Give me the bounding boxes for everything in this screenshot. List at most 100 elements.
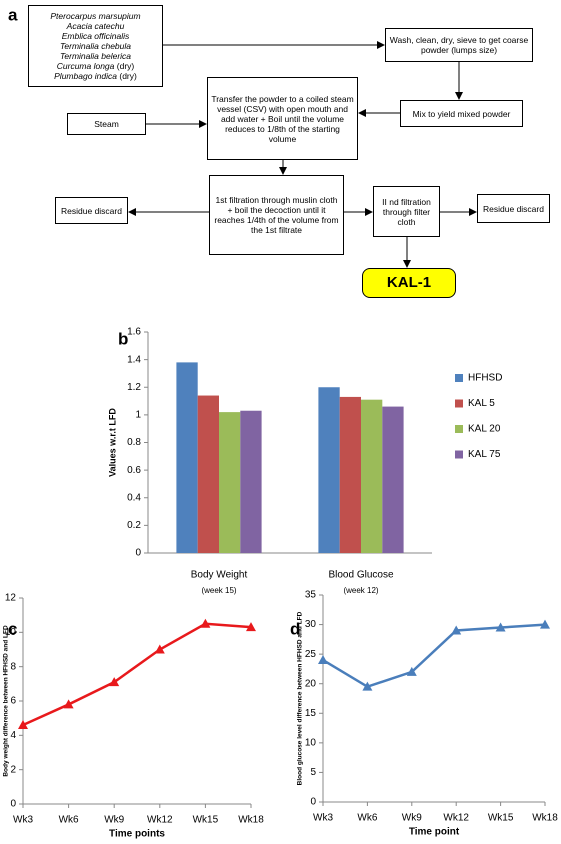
panel-label: a [8,5,18,24]
bar [176,362,198,553]
x-tick-label: Wk18 [238,815,264,826]
legend-swatch [455,374,463,382]
bar [240,410,262,553]
box-text: Mix to yield mixed powder [412,108,511,119]
process-box: Steam [67,113,146,135]
bar [361,399,383,553]
box-text: KAL-1 [386,274,432,291]
point-marker [495,622,506,632]
legend-label: KAL 75 [468,449,501,460]
y-tick-label: 0.2 [127,520,141,531]
panel-label: b [118,329,128,348]
panel-label: d [290,619,300,638]
x-tick-note: (week 15) [201,586,236,595]
x-axis-label: Time point [409,827,460,838]
bar [382,406,404,553]
bar [339,396,361,553]
process-box: Mix to yield mixed powder [400,100,523,127]
y-axis-label: Blood glucose level difference between H… [297,611,304,785]
process-box: 1st filtration through muslin cloth + bo… [209,175,344,255]
species-name: Emblica officinalis [61,31,130,41]
box-text: Wash, clean, dry, sieve to get coarse po… [389,35,529,55]
species-name: Acacia catechu [66,21,125,31]
process-box: Residue discard [55,197,128,224]
y-tick-label: 2 [10,764,16,775]
x-tick-label: Wk12 [443,813,469,824]
process-box: II nd filtration through filter cloth [373,186,440,237]
point-marker [318,655,328,665]
y-tick-label: 0.4 [127,492,141,503]
legend-swatch [455,425,463,433]
x-tick-label: Blood Glucose [328,570,393,581]
data-line [322,623,546,689]
x-tick-note: (week 12) [343,586,378,595]
y-tick-label: 10 [305,737,317,748]
point-marker [200,618,211,628]
species-name: Terminalia chebula [59,41,132,51]
y-tick-label: 0.8 [127,437,141,448]
species-line: Terminalia belerica [60,51,131,61]
x-tick-label: Wk6 [59,815,79,826]
box-text: Steam [94,119,119,129]
y-tick-label: 1.6 [127,327,141,338]
x-tick-label: Body Weight [191,570,248,581]
x-tick-label: Wk9 [402,813,422,824]
point-marker [246,622,256,632]
point-marker [18,720,28,730]
x-tick-label: Wk6 [357,813,377,824]
y-tick-label: 8 [10,661,16,672]
y-tick-label: 25 [305,649,317,660]
point-marker [362,681,373,691]
bar [318,387,340,553]
species-name: Curcuma longa [56,61,115,71]
species-name: Pterocarpus marsupium [50,11,141,21]
y-tick-label: 0 [310,797,316,808]
species-note: (dry) [116,61,135,71]
y-axis-label: Values w.r.t LFD [107,408,117,477]
y-tick-label: 0 [10,799,16,810]
process-box: Residue discard [477,194,550,223]
legend-label: HFHSD [468,373,502,384]
species-note: (dry) [119,71,137,81]
y-tick-label: 5 [310,767,316,778]
y-tick-label: 4 [10,730,16,741]
legend-swatch [455,450,463,459]
point-marker [540,619,550,629]
species-line: Pterocarpus marsupium [50,11,140,21]
box-text: 1st filtration through muslin cloth + bo… [214,195,339,235]
bar [219,412,241,553]
box-text: Residue discard [61,205,122,216]
flow-arrows [128,41,477,268]
y-tick-label: 1.4 [127,354,141,365]
y-tick-label: 10 [5,627,17,638]
species-name: Plumbago indica [54,71,117,81]
y-tick-label: 35 [305,590,317,601]
species-line: Emblica officinalis [62,31,130,41]
y-tick-label: 6 [10,696,16,707]
x-tick-label: Wk3 [13,815,33,826]
species-line: Terminalia chebula [60,41,131,51]
species-line: Curcuma longa (dry) [57,61,135,71]
x-tick-label: Wk12 [147,815,173,826]
x-tick-label: Wk9 [104,815,124,826]
species-line: Acacia catechu [67,21,125,31]
species-name: Terminalia belerica [59,51,132,61]
y-tick-label: 15 [305,708,317,719]
y-tick-label: 20 [305,678,317,689]
y-tick-label: 12 [5,593,17,604]
process-box: Wash, clean, dry, sieve to get coarse po… [385,28,533,62]
y-tick-label: 1.2 [127,382,141,393]
box-text: Transfer the powder to a coiled steam ve… [211,93,354,144]
x-tick-label: Wk15 [488,813,514,824]
process-box: Pterocarpus marsupium Acacia catechu Embli… [28,5,163,87]
y-tick-label: 1 [135,410,141,421]
data-line [22,622,252,727]
bar [197,395,219,553]
legend-swatch [455,399,463,408]
box-text: Residue discard [483,203,544,214]
x-tick-label: Wk18 [532,813,558,824]
y-axis-label: Body weight difference between HFHSD and… [3,625,10,777]
legend-label: KAL 20 [468,424,501,435]
